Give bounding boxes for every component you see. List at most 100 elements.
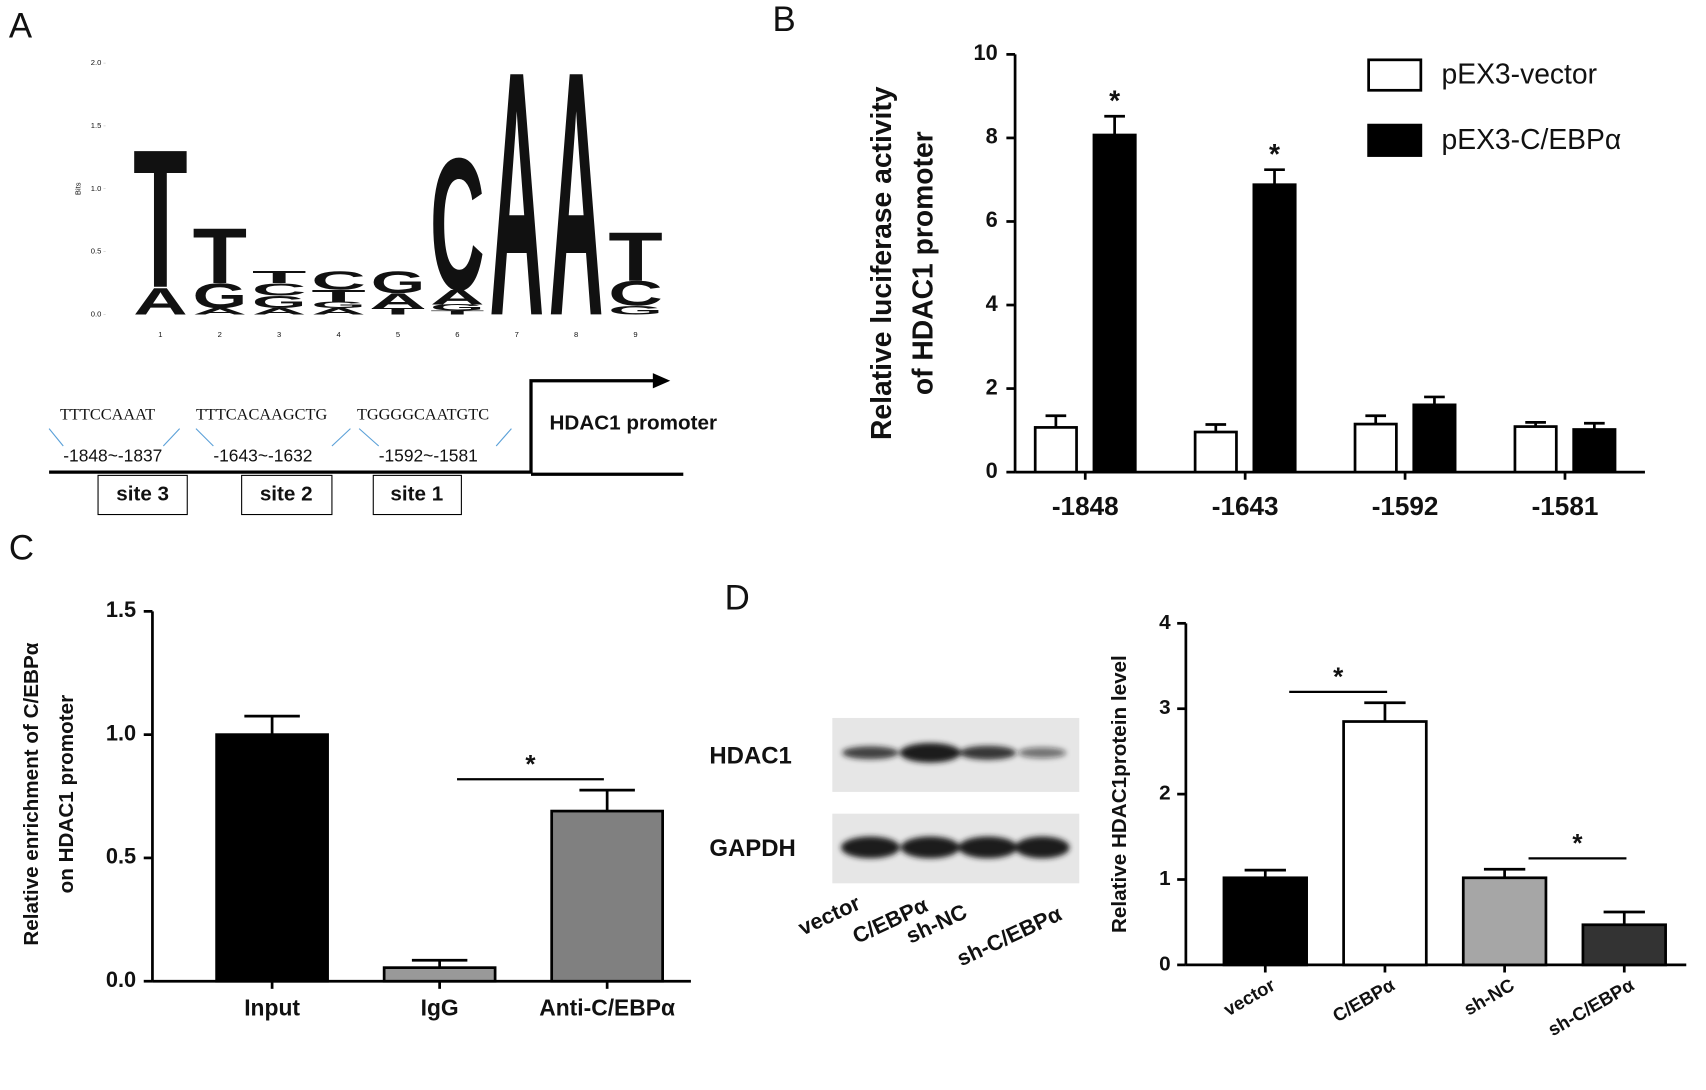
y-tick-label: 1.0 (106, 720, 136, 745)
promoter-line (49, 379, 656, 474)
y-tick-label: 4 (1159, 611, 1171, 634)
x-tick-label: C/EBPα (1329, 974, 1399, 1026)
sequence: TTTCCAAAT (60, 404, 155, 423)
bar (215, 733, 329, 983)
bar (1193, 430, 1238, 474)
significance-star: * (1333, 662, 1344, 692)
promoter-diagram: TTTCCAAAT TTTCACAAGCTG TGGGGCAATGTC -184… (48, 373, 717, 516)
x-tick-label: sh-NC (1460, 974, 1518, 1019)
y-axis-title: of HDAC1 promoter (906, 131, 938, 395)
bar (1092, 133, 1137, 474)
x-tick-label: 9 (633, 330, 637, 339)
logo-letter: G (430, 303, 484, 313)
promoter-label: HDAC1 promoter (549, 412, 717, 435)
error-bar (1364, 701, 1406, 722)
site-label: site 3 (116, 482, 169, 505)
logo-letter: A (252, 307, 306, 317)
connector-lines (48, 428, 512, 447)
x-tick-label: sh-C/EBPα (1544, 974, 1638, 1040)
legend-swatch (1367, 123, 1423, 157)
x-tick-label: 3 (277, 330, 281, 339)
x-tick-label: -1643 (1212, 491, 1279, 521)
bar (1353, 422, 1398, 474)
x-tick-label: 8 (574, 330, 578, 339)
logo-letter: G (193, 277, 247, 316)
error-bar (1365, 414, 1387, 425)
logo-letter: C (608, 274, 662, 313)
sequence: TGGGGCAATGTC (357, 404, 489, 423)
logo-letter: T (133, 108, 187, 328)
bar (1513, 425, 1558, 474)
y-tick-label: 2.0 (91, 58, 102, 67)
y-axis-title: Bits (73, 182, 82, 195)
logo-letter: A (193, 307, 247, 317)
logo-letter: A (133, 280, 187, 323)
x-tick-label: IgG (421, 995, 459, 1021)
x-tick-label: vector (1220, 974, 1279, 1020)
bar (550, 809, 664, 983)
bar (1033, 426, 1078, 474)
y-tick-label: 1.0 (91, 184, 102, 193)
x-tick-label: 5 (396, 330, 400, 339)
y-tick-label: 4 (986, 291, 998, 316)
logo-letter: C (430, 119, 484, 330)
logo-letter: C (252, 280, 306, 300)
panel-label: C (9, 529, 34, 568)
legend-swatch (1367, 58, 1423, 92)
logo-letter: T (193, 213, 247, 301)
y-tick-label: 3 (1159, 696, 1170, 719)
logo-letter: C (311, 265, 365, 294)
bar (1222, 876, 1308, 967)
error-bar (1483, 867, 1526, 878)
error-bar (244, 714, 300, 735)
panel-label: A (9, 6, 33, 45)
y-tick-label: 8 (986, 124, 998, 149)
significance-star: * (1572, 828, 1583, 858)
blot-row-label: GAPDH (709, 835, 795, 862)
bar (382, 966, 497, 983)
bar (1581, 923, 1667, 967)
legend-label: pEX3-C/EBPα (1442, 123, 1622, 155)
logo-letter: A (311, 307, 365, 317)
error-bar (579, 788, 635, 812)
x-tick-label: 6 (455, 330, 459, 339)
logo-letter: T (311, 286, 365, 306)
significance-star: * (1269, 138, 1280, 170)
x-tick-label: 4 (336, 330, 341, 339)
x-tick-label: 7 (515, 330, 519, 339)
y-tick-label: 1 (1159, 867, 1170, 890)
y-axis-title: on HDAC1 promoter (55, 695, 78, 894)
error-bar (1264, 168, 1285, 185)
bar (1252, 183, 1297, 474)
panel-label: D (725, 579, 750, 618)
panel-label: B (773, 0, 796, 39)
site-range: -1848~-1837 (63, 445, 162, 465)
y-tick-label: 2 (986, 374, 998, 399)
bar (1412, 403, 1457, 474)
sequence: TTTCACAAGCTG (196, 404, 328, 423)
y-axis-title: Relative luciferase activity (865, 86, 897, 440)
y-axis-title: Relative HDAC1protein level (1108, 655, 1131, 933)
site-box (372, 474, 462, 516)
logo-letter: T (252, 267, 306, 287)
y-tick-label: 1.5 (106, 597, 136, 622)
y-tick-label: 0.0 (91, 309, 102, 318)
y-tick-label: 0.5 (106, 844, 136, 869)
blot-lane-label: sh-C/EBPα (953, 901, 1066, 971)
logo-letter: A (549, 0, 603, 389)
y-tick-label: 0.5 (91, 247, 102, 256)
logo-letter: G (252, 292, 306, 312)
logo-letter: A (371, 289, 425, 313)
logo-letter: G (608, 303, 662, 317)
x-tick-label: 2 (218, 330, 222, 339)
bar (1572, 428, 1617, 474)
significance-star: * (1109, 85, 1120, 117)
y-axis-title: Relative enrichment of C/EBPα (20, 642, 43, 945)
y-tick-label: 2 (1159, 782, 1170, 805)
site-label: site 2 (260, 482, 313, 505)
x-tick-label: Input (244, 995, 300, 1021)
y-tick-label: 0 (1159, 952, 1170, 975)
blot-row-label: HDAC1 (709, 742, 791, 769)
bar (1342, 720, 1428, 967)
